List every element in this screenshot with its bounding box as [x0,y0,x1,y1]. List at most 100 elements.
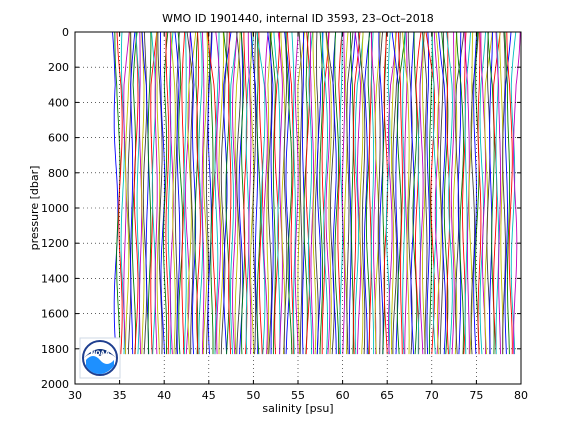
salinity-profile-line [452,31,458,355]
profile-lines [112,31,521,355]
salinity-profile-line [112,31,119,355]
salinity-profile-line [273,31,281,355]
salinity-profile-line [230,31,238,355]
salinity-profile-line [325,31,332,355]
salinity-profile-line [402,31,410,355]
salinity-profile-line [450,32,455,355]
salinity-profile-line [334,31,340,355]
salinity-profile-line [431,31,438,355]
salinity-profile-line [202,31,209,355]
salinity-profile-line [287,31,294,355]
salinity-profile-line [457,31,462,355]
salinity-profile-line [187,31,197,355]
salinity-profile-line [256,31,261,355]
y-tick-label: 400 [48,96,69,109]
salinity-profile-line [319,31,324,355]
logo-text: NOAA [90,350,110,357]
x-tick-label: 65 [380,389,394,402]
salinity-profile-line [475,31,480,355]
salinity-profile-line [291,31,296,355]
y-tick-label: 1800 [41,343,69,356]
salinity-profile-line [250,31,259,355]
y-tick-label: 1200 [41,237,69,250]
salinity-profile-line [269,31,276,355]
salinity-profile-line [294,31,299,355]
salinity-profile-line [321,31,330,355]
salinity-profile-line [421,31,428,355]
salinity-profile-line [157,32,163,355]
salinity-profile-line [378,32,384,355]
salinity-profile-line [368,32,373,355]
salinity-profile-line [370,31,375,355]
salinity-profile-line [130,31,136,355]
salinity-profile-line [147,31,152,355]
salinity-profile-line [266,31,273,355]
salinity-profile-line [133,31,139,355]
salinity-profile-line [189,31,197,355]
salinity-profile-line [170,31,176,355]
salinity-profile-line [198,31,204,355]
salinity-profile-line [252,31,257,355]
y-tick-label: 2000 [41,378,69,391]
salinity-profile-line [256,31,266,355]
salinity-profile-line [284,31,290,355]
salinity-profile-line [228,32,232,355]
salinity-profile-line [506,31,513,355]
salinity-profile-line [495,31,500,355]
salinity-profile-line [357,31,366,355]
salinity-profile-line [208,31,214,355]
salinity-profile-line [165,31,170,355]
salinity-profile-line [196,31,201,355]
salinity-profile-line [267,31,273,355]
salinity-profile-line [314,31,319,355]
salinity-profile-line [446,31,453,355]
salinity-profile-line [183,32,187,355]
x-axis-label: salinity [psu] [262,402,333,415]
y-tick-label: 800 [48,167,69,180]
salinity-profile-line [298,31,303,355]
salinity-profile-line [274,32,280,355]
salinity-profile-line [510,31,517,355]
salinity-profile-line [263,31,269,355]
y-axis-label: pressure [dbar] [28,166,41,251]
grid-lines [75,32,521,384]
salinity-profile-line [388,31,397,355]
salinity-profile-line [125,32,131,355]
salinity-profile-line [223,31,232,355]
salinity-profile-line [321,31,328,355]
salinity-profile-line [337,31,343,355]
salinity-profile-line [412,31,418,355]
salinity-profile-line [312,32,317,355]
salinity-profile-line [214,32,220,355]
salinity-profile-line [207,31,217,355]
x-tick-label: 60 [336,389,350,402]
chart-title: WMO ID 1901440, internal ID 3593, 23–Oct… [162,12,434,25]
salinity-profile-line [353,31,361,355]
salinity-profile-line [236,31,242,355]
salinity-profile-line [479,31,487,355]
salinity-profile-line [174,31,181,355]
salinity-profile-line [402,31,406,355]
salinity-profile-line [277,31,283,355]
salinity-profile-line [218,31,224,355]
salinity-profile-line [154,31,158,355]
salinity-profile-line [407,32,413,355]
x-axis-ticks: 30 35 40 45 50 55 60 65 70 75 80 [68,32,528,402]
salinity-profile-line [477,31,482,355]
salinity-profile-line [473,31,478,355]
salinity-profile-line [247,32,252,355]
salinity-profile-line [163,31,169,355]
x-tick-label: 75 [469,389,483,402]
salinity-profile-line [410,31,415,355]
x-tick-label: 70 [425,389,439,402]
salinity-profile-line [156,32,161,355]
salinity-profile-line [486,31,491,355]
salinity-profile-line [285,32,293,355]
y-tick-label: 600 [48,132,69,145]
salinity-profile-line [283,31,288,355]
salinity-profile-line [464,31,472,355]
salinity-profile-line [325,31,331,355]
salinity-profile-line [350,32,354,355]
x-tick-label: 45 [202,389,216,402]
